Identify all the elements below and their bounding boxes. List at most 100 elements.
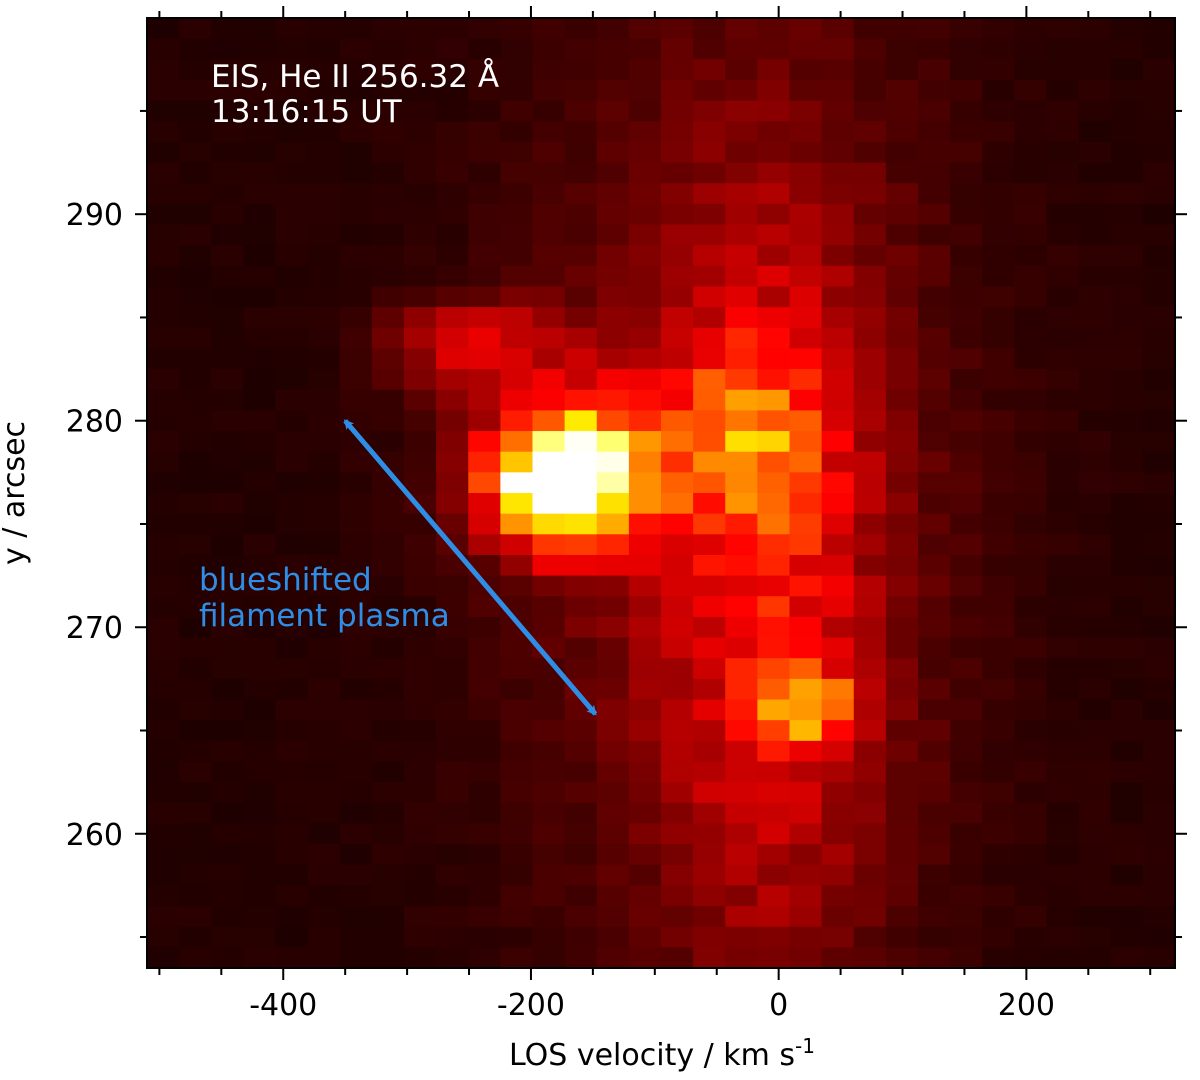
heatmap-cell — [596, 472, 630, 494]
heatmap-cell — [436, 121, 469, 143]
heatmap-cell — [307, 761, 341, 783]
heatmap-cell — [628, 286, 662, 308]
heatmap-cell — [885, 864, 919, 886]
heatmap-cell — [1142, 823, 1176, 845]
heatmap-cell — [661, 265, 694, 288]
heatmap-cell — [853, 616, 887, 639]
heatmap-cell — [950, 864, 983, 886]
heatmap-cell — [757, 802, 791, 825]
heatmap-cell — [243, 38, 277, 60]
heatmap-cell — [1110, 534, 1144, 556]
heatmap-cell — [307, 162, 341, 184]
heatmap-cell — [371, 286, 405, 308]
heatmap-cell — [211, 823, 244, 845]
heatmap-cell — [725, 472, 758, 494]
heatmap-cell — [918, 616, 951, 639]
heatmap-cell — [1014, 348, 1048, 370]
heatmap-cell — [853, 823, 887, 845]
heatmap-cell — [1014, 18, 1048, 40]
heatmap-cell — [853, 513, 887, 535]
heatmap-cell — [693, 823, 726, 845]
heatmap-cell — [885, 472, 919, 494]
heatmap-cell — [789, 389, 823, 411]
heatmap-cell — [339, 802, 373, 825]
heatmap-cell — [982, 203, 1015, 226]
heatmap-cell — [147, 121, 180, 143]
heatmap-cell — [628, 307, 662, 329]
heatmap-cell — [1142, 472, 1176, 494]
heatmap-cell — [918, 100, 951, 122]
heatmap-cell — [1046, 926, 1080, 948]
heatmap-cell — [982, 348, 1015, 370]
heatmap-cell — [436, 658, 469, 680]
heatmap-cell — [885, 802, 919, 825]
heatmap-cell — [404, 265, 437, 288]
heatmap-cell — [661, 348, 694, 370]
heatmap-cell — [371, 740, 405, 763]
heatmap-cell — [918, 348, 951, 370]
heatmap-cell — [725, 410, 758, 432]
heatmap-cell — [1046, 203, 1080, 226]
heatmap-cell — [436, 699, 469, 721]
heatmap-cell — [436, 327, 469, 350]
heatmap-cell — [468, 431, 501, 453]
heatmap-cell — [661, 121, 694, 143]
heatmap-cell — [789, 286, 823, 308]
heatmap-cell — [918, 864, 951, 886]
heatmap-cell — [179, 203, 212, 226]
heatmap-cell — [725, 493, 758, 515]
heatmap-cell — [885, 699, 919, 721]
heatmap-cell — [243, 410, 277, 432]
heatmap-cell — [1046, 534, 1080, 556]
heatmap-cell — [789, 451, 823, 473]
heatmap-cell — [275, 906, 309, 928]
heatmap-cell — [1142, 864, 1176, 886]
heatmap-cell — [371, 389, 405, 411]
heatmap-cell — [757, 410, 791, 432]
heatmap-cell — [1078, 864, 1112, 886]
heatmap-cell — [853, 554, 887, 577]
heatmap-cell — [885, 906, 919, 928]
heatmap-cell — [532, 947, 566, 969]
heatmap-cell — [982, 410, 1015, 432]
heatmap-cell — [885, 79, 919, 102]
heatmap-cell — [982, 224, 1015, 246]
heatmap-cell — [885, 431, 919, 453]
heatmap-cell — [532, 740, 566, 763]
heatmap-cell — [404, 183, 437, 205]
heatmap-cell — [853, 493, 887, 515]
heatmap-cell — [1014, 575, 1048, 597]
heatmap-cell — [179, 79, 212, 102]
heatmap-cell — [1046, 658, 1080, 680]
heatmap-cell — [147, 18, 180, 40]
heatmap-cell — [179, 265, 212, 288]
heatmap-cell — [725, 534, 758, 556]
heatmap-cell — [371, 100, 405, 122]
heatmap-cell — [339, 658, 373, 680]
heatmap-cell — [1078, 224, 1112, 246]
heatmap-cell — [1014, 79, 1048, 102]
heatmap-cell — [918, 451, 951, 473]
heatmap-cell — [500, 141, 534, 164]
heatmap-cell — [950, 245, 983, 267]
heatmap-cell — [821, 885, 855, 907]
heatmap-cell — [1110, 802, 1144, 825]
heatmap-cell — [757, 926, 791, 948]
heatmap-cell — [500, 513, 534, 535]
heatmap-cell — [628, 162, 662, 184]
heatmap-cell — [982, 513, 1015, 535]
heatmap-cell — [661, 658, 694, 680]
heatmap-cell — [1142, 906, 1176, 928]
heatmap-cell — [307, 616, 341, 639]
heatmap-cell — [628, 493, 662, 515]
heatmap-cell — [468, 616, 501, 639]
heatmap-cell — [950, 183, 983, 205]
heatmap-cell — [179, 224, 212, 246]
heatmap-cell — [950, 100, 983, 122]
heatmap-cell — [982, 265, 1015, 288]
heatmap-cell — [275, 802, 309, 825]
heatmap-cell — [532, 844, 566, 866]
heatmap-cell — [982, 575, 1015, 597]
heatmap-cell — [275, 493, 309, 515]
heatmap-cell — [404, 534, 437, 556]
